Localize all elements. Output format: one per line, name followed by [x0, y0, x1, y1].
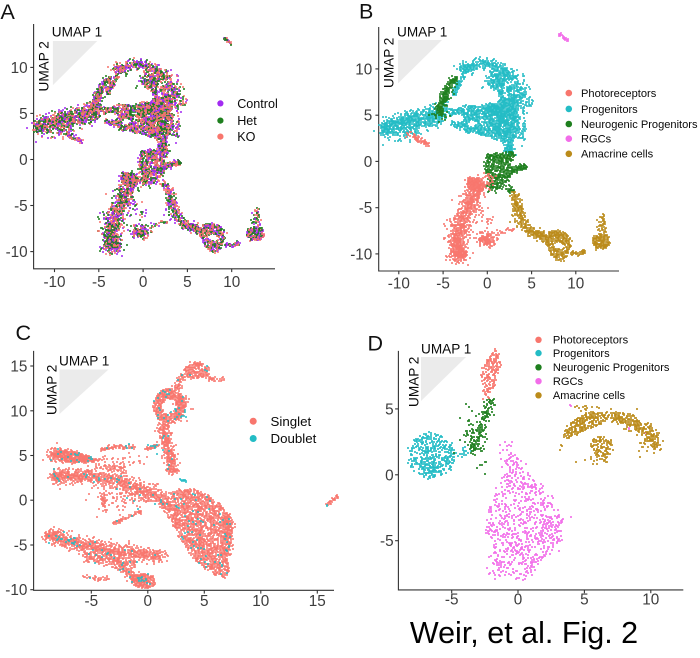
svg-text:Singlet: Singlet	[271, 414, 312, 429]
svg-text:Progenitors: Progenitors	[553, 348, 610, 360]
svg-text:Het: Het	[237, 114, 257, 128]
svg-text:5: 5	[183, 274, 192, 291]
svg-text:-5: -5	[14, 198, 28, 215]
svg-text:UMAP 2: UMAP 2	[45, 365, 60, 415]
svg-text:UMAP 2: UMAP 2	[36, 41, 51, 91]
svg-text:5: 5	[385, 401, 394, 418]
svg-text:RGCs: RGCs	[581, 134, 612, 146]
svg-text:0: 0	[19, 493, 28, 510]
svg-text:UMAP 2: UMAP 2	[406, 357, 421, 407]
svg-text:5: 5	[527, 276, 536, 293]
svg-text:D: D	[368, 332, 384, 356]
svg-text:0: 0	[19, 152, 28, 169]
svg-text:0: 0	[139, 274, 148, 291]
svg-text:Photoreceptors: Photoreceptors	[581, 88, 657, 100]
svg-text:Amacrine cells: Amacrine cells	[581, 149, 654, 161]
svg-text:10: 10	[223, 274, 240, 291]
svg-text:15: 15	[309, 593, 326, 610]
svg-text:Amacrine cells: Amacrine cells	[553, 390, 626, 402]
svg-text:5: 5	[19, 448, 28, 465]
svg-text:UMAP 2: UMAP 2	[382, 38, 397, 88]
svg-text:UMAP 1: UMAP 1	[59, 354, 109, 369]
svg-text:0: 0	[144, 593, 153, 610]
svg-text:15: 15	[10, 359, 27, 376]
svg-text:-5: -5	[84, 593, 98, 610]
svg-text:-5: -5	[445, 591, 459, 608]
svg-text:RGCs: RGCs	[553, 376, 584, 388]
svg-text:-10: -10	[43, 274, 65, 291]
svg-text:10: 10	[355, 61, 372, 78]
svg-text:-5: -5	[14, 538, 28, 555]
svg-text:5: 5	[580, 591, 589, 608]
svg-text:0: 0	[385, 467, 394, 484]
svg-text:10: 10	[252, 593, 269, 610]
svg-text:0: 0	[514, 591, 523, 608]
svg-text:10: 10	[10, 403, 27, 420]
svg-text:Progenitors: Progenitors	[581, 104, 638, 116]
svg-text:A: A	[1, 0, 16, 24]
svg-text:Control: Control	[237, 97, 278, 111]
svg-text:5: 5	[364, 108, 373, 125]
svg-text:B: B	[359, 0, 373, 23]
svg-text:-5: -5	[436, 276, 450, 293]
svg-text:-10: -10	[5, 582, 27, 599]
svg-text:UMAP 1: UMAP 1	[421, 342, 471, 357]
svg-text:5: 5	[200, 593, 209, 610]
svg-text:Photoreceptors: Photoreceptors	[553, 335, 629, 347]
svg-text:C: C	[16, 321, 32, 345]
svg-text:5: 5	[19, 106, 28, 123]
svg-text:Weir, et al. Fig. 2: Weir, et al. Fig. 2	[410, 616, 638, 650]
svg-text:UMAP 1: UMAP 1	[397, 25, 447, 40]
svg-text:-10: -10	[388, 276, 410, 293]
svg-text:0: 0	[364, 154, 373, 171]
svg-text:-5: -5	[92, 274, 106, 291]
svg-text:10: 10	[11, 60, 28, 77]
svg-text:0: 0	[483, 276, 492, 293]
svg-text:10: 10	[642, 591, 659, 608]
svg-text:-5: -5	[359, 200, 373, 217]
svg-text:Neurogenic Progenitors: Neurogenic Progenitors	[581, 119, 698, 131]
svg-text:UMAP 1: UMAP 1	[52, 25, 102, 40]
svg-text:-5: -5	[380, 533, 394, 550]
svg-text:-10: -10	[6, 244, 28, 261]
svg-text:Neurogenic Progenitors: Neurogenic Progenitors	[553, 362, 670, 374]
svg-text:10: 10	[567, 276, 584, 293]
svg-text:KO: KO	[237, 130, 255, 144]
svg-text:-10: -10	[350, 246, 372, 263]
svg-text:Doublet: Doublet	[271, 431, 317, 446]
